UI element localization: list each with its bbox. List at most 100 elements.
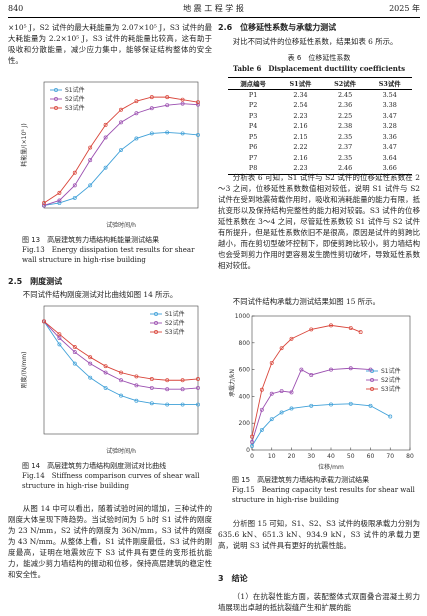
series-line (251, 367, 371, 443)
data-point (196, 402, 200, 407)
data-point (196, 385, 200, 390)
series-line (43, 321, 199, 390)
table-cell: 3.38 (382, 101, 397, 110)
data-point (134, 383, 139, 388)
data-point (348, 401, 353, 406)
data-point (309, 373, 314, 377)
header-cell: S2试件 (334, 79, 356, 88)
data-point (329, 367, 333, 372)
header-rule (8, 17, 420, 18)
legend-marker (154, 321, 158, 325)
figure-caption: 图 13 高层建筑剪力墙结构耗能量测试结果 Fig.13 Energy diss… (22, 235, 208, 265)
data-point (149, 131, 154, 136)
table-cell: 2.25 (337, 111, 353, 120)
legend-label: S2试件 (165, 319, 185, 327)
data-point (57, 201, 62, 205)
paragraph: 从图 14 中可以看出，随着试验时间的增加，三种试件的刚度大体呈现下降趋势。当试… (8, 504, 212, 579)
data-point (103, 385, 108, 390)
data-point (250, 440, 254, 444)
data-point (149, 401, 154, 406)
table-cell: 2.16 (293, 122, 308, 131)
data-point (57, 342, 62, 347)
legend-marker (370, 387, 374, 391)
table-header-row: 测点编号 S1试件 S2试件 S3试件 (228, 77, 412, 89)
data-point (42, 319, 46, 324)
data-point (269, 360, 274, 365)
data-point (119, 370, 123, 375)
data-point (348, 366, 353, 371)
data-point (88, 375, 93, 380)
table-cell: 2.23 (293, 111, 308, 120)
x-axis-label: 试验时间/h (106, 447, 136, 455)
chart: 0 200 400 600 800 1000 0 10 20 30 40 50 60 70 80 位移/mm 承… (228, 313, 414, 471)
data-point (299, 367, 304, 372)
legend-marker (54, 88, 58, 92)
table-cell: P1 (248, 90, 258, 99)
table-cell: 2.46 (337, 164, 353, 173)
caption-cn: 图 14 高层建筑剪力墙结构刚度测试对比曲线 (22, 462, 167, 470)
data-point (368, 367, 373, 372)
journal-name: 地 震 工 程 学 报 (183, 4, 244, 13)
data-point (134, 398, 139, 403)
year: 2025 年 (389, 4, 420, 13)
table-cell: 2.22 (293, 143, 308, 152)
data-point (358, 330, 363, 335)
data-point (196, 132, 200, 137)
table-cell: P4 (248, 122, 258, 131)
table-cell: 2.35 (337, 132, 353, 141)
data-point (72, 195, 77, 200)
data-point (165, 402, 170, 407)
table-row: P3 2.23 2.25 3.47 (228, 111, 412, 122)
table-cell: P7 (248, 153, 258, 162)
data-point (134, 111, 139, 116)
table-cell: 2.23 (293, 164, 308, 173)
paragraph: 对比不同试件的位移延性系数，结果如表 6 所示。 (232, 37, 398, 46)
data-point (72, 345, 77, 349)
data-point (88, 355, 93, 360)
y-tick-label: 600 (239, 367, 251, 374)
data-point (88, 183, 93, 188)
table-cell: 3.36 (382, 132, 397, 141)
data-point (348, 326, 353, 331)
table-row: P1 2.34 2.45 3.54 (228, 89, 412, 100)
legend-label: S3试件 (65, 104, 85, 112)
x-axis-label: 位移/mm (318, 463, 344, 471)
x-tick-label: 10 (268, 453, 276, 460)
legend-marker (154, 330, 158, 334)
x-tick-label: 80 (406, 453, 414, 460)
data-point (103, 135, 108, 140)
data-point (259, 407, 264, 412)
header-cell: 测点编号 (240, 79, 266, 88)
data-point (196, 377, 200, 381)
data-point (57, 332, 62, 337)
data-point (309, 327, 314, 332)
data-point (289, 336, 294, 341)
paragraph: 不同试件结构刚度测试对比曲线如图 14 所示。 (22, 290, 178, 299)
data-point (134, 374, 139, 379)
data-point (269, 391, 274, 396)
table-cell: P5 (248, 132, 258, 141)
section-heading: 2.5 刚度测试 (8, 277, 63, 286)
data-point (57, 198, 62, 203)
section-heading: 3 结论 (218, 574, 248, 583)
data-point (250, 434, 254, 439)
table-cell: 2.34 (293, 90, 308, 99)
data-point (103, 122, 108, 127)
data-point (180, 97, 185, 102)
table-cell: 2.38 (337, 122, 353, 131)
y-tick-label: 1000 (235, 313, 250, 320)
legend-label: S1试件 (381, 367, 401, 375)
data-point (289, 406, 294, 411)
data-point (103, 370, 108, 375)
data-point (72, 183, 77, 188)
data-point (180, 402, 185, 407)
y-tick-label: 800 (239, 340, 251, 347)
legend-label: S1试件 (165, 310, 185, 318)
data-point (72, 361, 77, 366)
data-point (165, 387, 170, 392)
data-point (149, 106, 154, 111)
data-point (165, 130, 170, 135)
data-point (289, 390, 294, 395)
caption-en: Fig.15 Bearing capacity test results for… (232, 486, 415, 504)
